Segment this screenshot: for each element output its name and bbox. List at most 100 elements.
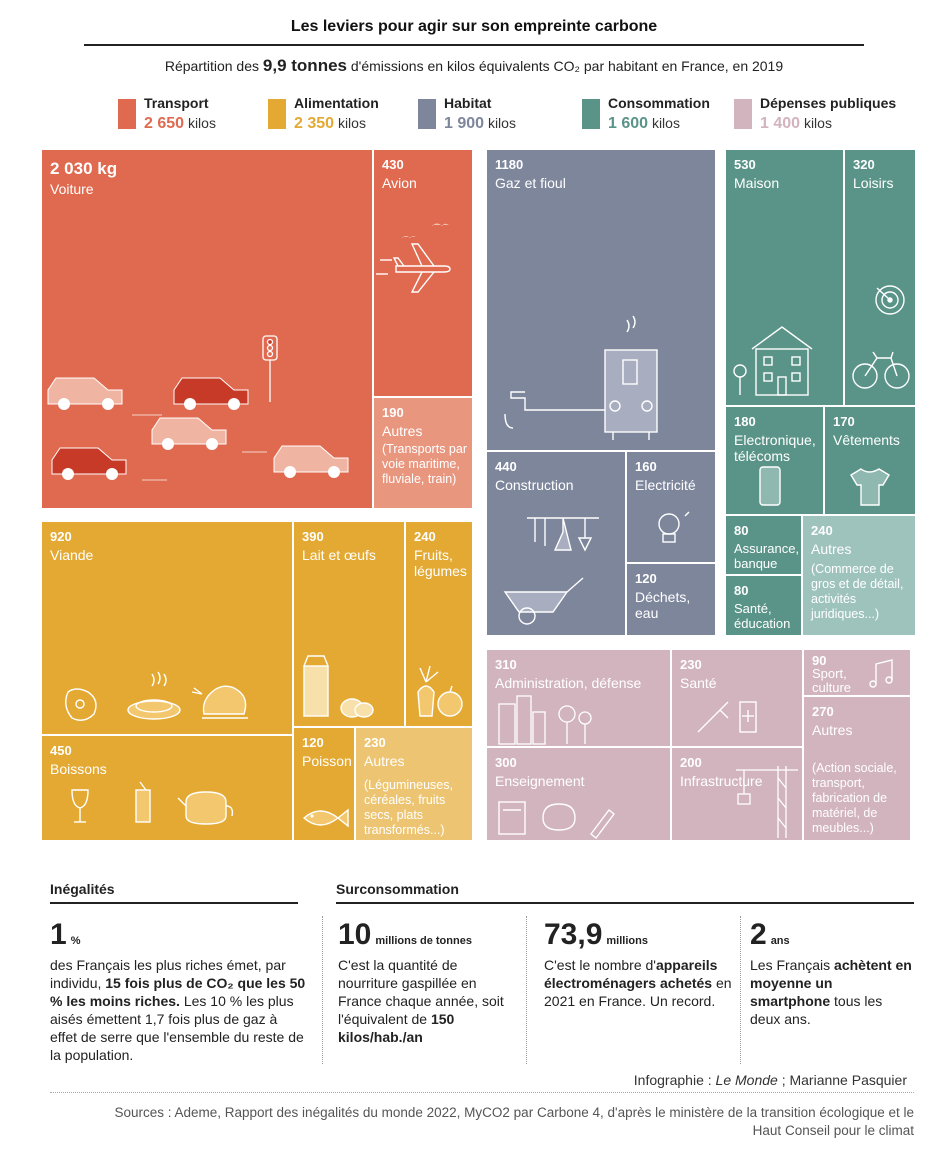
legend-name: Habitat [444,95,492,111]
treemap-tile-sante: 230 Santé [672,650,802,746]
legend-swatch [268,99,286,129]
crane-icon [736,766,798,838]
fruit-icon [417,665,463,717]
tile-value: 120 [302,735,324,750]
treemap-tile-consommation-autres: 240 Autres (Commerce de gros et de détai… [803,516,915,635]
stat-unit: ans [770,935,790,947]
treemap-tile-enseignement: 300 Enseignement [487,748,670,840]
treemap-tile-assurance-banque: 80 Assurance, banque [726,516,801,574]
tile-value: 390 [302,529,324,544]
milk-eggs-icon [303,655,374,718]
stat-electromenager: 73,9 millions C'est le nombre d'appareils… [544,918,734,1010]
tile-value: 320 [853,157,875,172]
surconsommation-rule [336,902,914,904]
stat-text: Les Français [750,957,835,973]
separator [740,916,741,1064]
legend-unit: kilos [487,115,516,131]
subtitle-bold: 9,9 tonnes [262,56,347,75]
treemap-tile-infrastructure: 200 Infrastructure [672,748,802,840]
treemap-tile-viande: 920 Viande [42,522,292,734]
credit-line: Infographie : Le Monde ; Marianne Pasqui… [634,1072,907,1088]
tile-value: 180 [734,414,756,429]
tile-value: 90 [812,653,827,668]
tile-value: 230 [364,735,386,750]
stat-text: C'est le nombre d' [544,957,656,973]
tile-label: Sport, culture [812,666,852,695]
subtitle-after: d'émissions en kilos équivalents CO₂ par… [347,58,784,74]
tile-label: Gaz et fioul [495,175,566,191]
tile-note: (Transports par voie maritime, fluviale,… [382,442,467,486]
stat-big-number: 1 [50,918,67,951]
house-icon [733,326,813,396]
legend-unit: kilos [803,115,832,131]
legend-name: Transport [144,95,209,111]
tile-value: 80 [734,583,749,598]
separator [526,916,527,1064]
tile-value: 170 [833,414,855,429]
tile-value: 160 [635,459,657,474]
inegalites-rule [50,902,298,904]
stat-text-bold: 150 kilos/hab./an [338,1011,455,1045]
treemap-tile-electronique: 180 Electronique, télécoms [726,407,823,514]
legend-swatch [734,99,752,129]
tile-note: (Commerce de gros et de détail, activité… [811,562,904,621]
tile-label: Vêtements [833,432,900,448]
tile-label: Avion [382,175,417,191]
city-buildings-icon [498,695,592,745]
stat-big-number: 2 [750,918,767,951]
stat-big-number: 10 [338,918,372,951]
stat-text-end: tous les deux ans. [750,993,883,1027]
tile-label: Fruits, légumes [414,547,467,579]
treemap-tile-gaz-fioul: 1180 Gaz et fioul [487,150,715,450]
smartphone-icon [759,466,781,506]
tile-value: 430 [382,157,404,172]
stat-unit: millions de tonnes [375,935,472,947]
treemap-tile-construction: 440 Construction [487,452,625,635]
tile-value: 310 [495,657,517,672]
legend-value: 2 650 [144,115,185,132]
treemap-tile-lait-oeufs: 390 Lait et œufs [294,522,404,726]
tile-value: 450 [50,743,72,758]
tile-value: 230 [680,657,702,672]
tile-value: 1180 [495,157,524,172]
tile-label: Boissons [50,761,107,777]
tile-label: Infrastructure [680,773,763,789]
meat-icon [65,671,248,721]
tile-label: Enseignement [495,773,585,789]
legend-swatch [418,99,436,129]
infographic-title: Les leviers pour agir sur son empreinte … [290,18,658,35]
tile-label: Construction [495,477,574,493]
lightbulb-icon [658,511,690,543]
treemap-tile-alimentation-autres: 230 Autres (Légumineuses, céréales, frui… [356,728,472,840]
syringe-medicine-icon [697,701,757,733]
treemap-tile-poisson: 120 Poisson [294,728,354,840]
tile-note: (Action sociale, transport, fabrication … [812,761,897,835]
tile-value: 190 [382,405,404,420]
tile-label: Maison [734,175,780,191]
sources-text: Sources : Ademe, Rapport des inégalités … [114,1105,914,1138]
tile-value: 270 [812,704,834,719]
treemap-tile-depenses-autres: 270 Autres (Action sociale, transport, f… [804,697,910,840]
legend-name: Consommation [608,95,710,111]
tile-label: Autres [382,423,423,439]
legend-value: 2 350 [294,115,335,132]
stat-text-end: Les 10 % les plus aisés émettent 1,7 foi… [50,993,304,1063]
subtitle: Répartition des 9,9 tonnes d'émissions e… [84,56,864,76]
stat-text: des Français les plus riches émet, par i… [50,957,286,991]
legend-unit: kilos [651,115,680,131]
tile-label: Autres [812,722,853,738]
legend-swatch [582,99,600,129]
tile-label: Poisson [302,753,352,769]
treemap-tile-fruits-legumes: 240 Fruits, légumes [406,522,472,726]
tile-value: 200 [680,755,702,770]
treemap-tile-boissons: 450 Boissons [42,736,292,840]
treemap-tile-voiture: 2 030 kg Voiture [42,150,372,508]
stat-text: C'est la quantité de nourriture gaspillé… [338,957,504,1027]
subtitle-before: Répartition des [164,58,263,74]
tile-value: 920 [50,529,72,544]
legend-value: 1 400 [760,115,801,132]
stat-text-bold: achètent en moyenne un smartphone [750,957,912,1009]
tile-label: Electronique, télécoms [734,432,816,464]
tile-value: 80 [734,523,749,538]
tile-label: Administration, défense [495,675,642,691]
